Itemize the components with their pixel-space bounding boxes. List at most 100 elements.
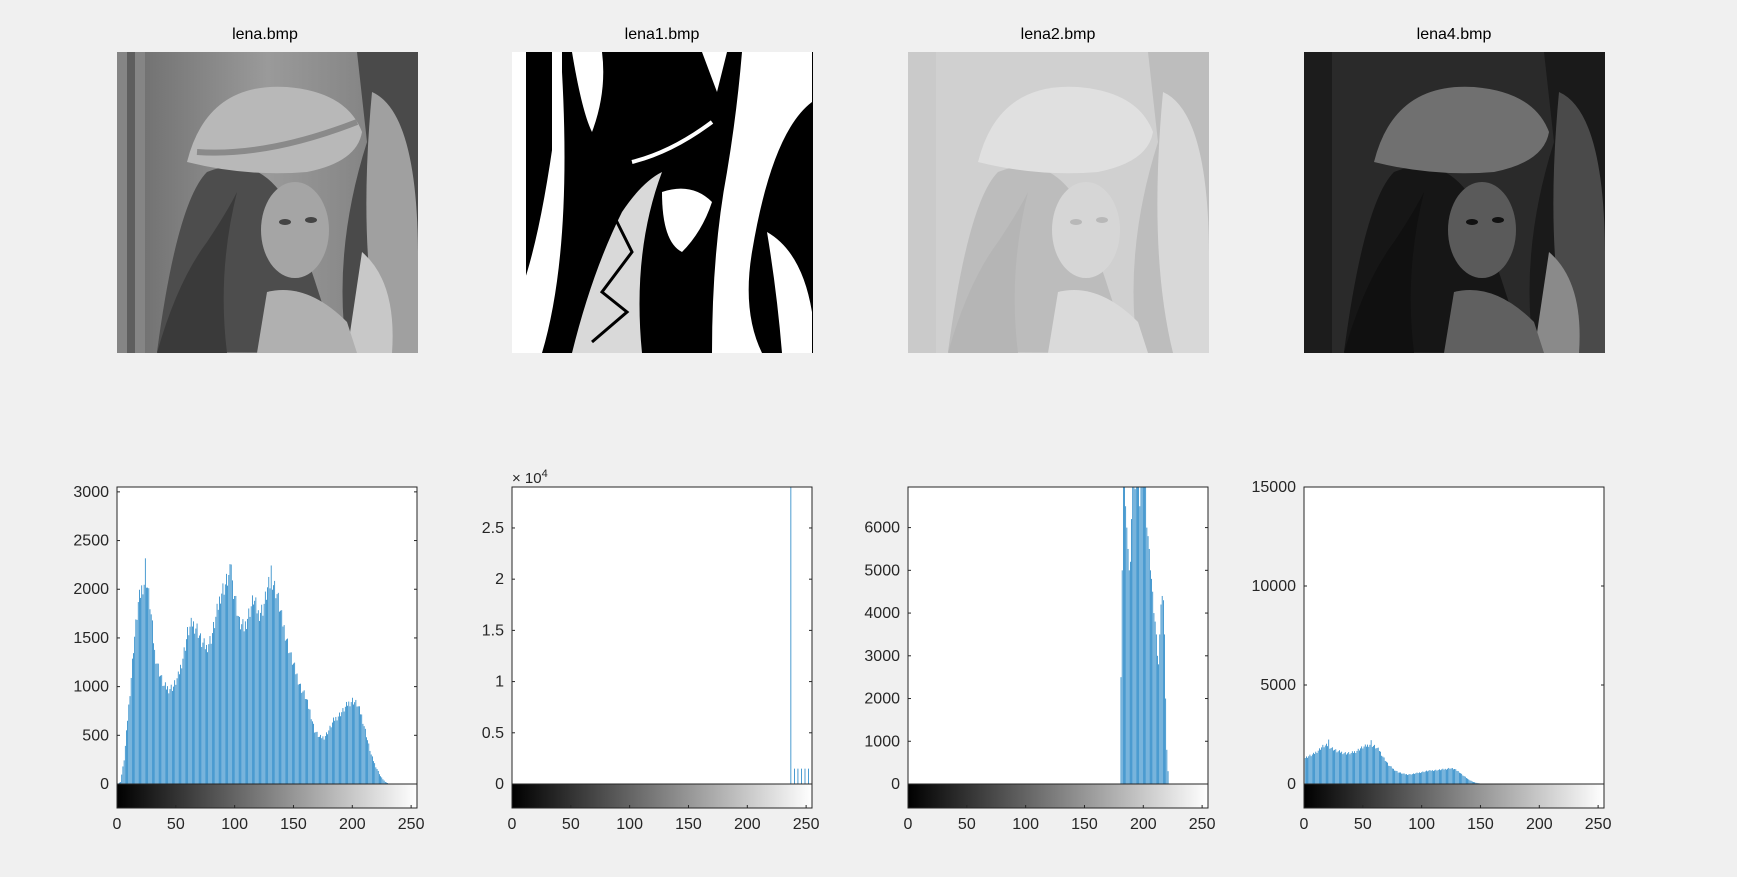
histogram-bar	[189, 626, 191, 784]
histogram-bar	[346, 701, 347, 784]
histogram-bar	[166, 689, 167, 784]
histogram-bar	[160, 675, 161, 784]
histogram-bar	[1317, 750, 1319, 784]
histogram-bar	[362, 723, 364, 784]
histogram-bar	[1386, 761, 1387, 784]
histogram-bar	[330, 727, 332, 784]
histogram-bar	[1469, 780, 1471, 784]
histogram-bar	[1127, 548, 1129, 784]
histogram-bar	[257, 610, 259, 784]
lena-binary-image	[512, 52, 813, 353]
histogram-bar	[347, 705, 348, 784]
histogram-bar	[204, 649, 206, 784]
histogram-bar	[382, 779, 384, 784]
histogram-bar	[333, 717, 334, 784]
y-tick-label: 15000	[1252, 479, 1297, 496]
x-tick-label: 0	[113, 816, 122, 833]
histogram-bar	[277, 592, 279, 784]
histogram-bar	[1126, 527, 1128, 784]
histogram-bar	[119, 782, 120, 784]
histogram-bar	[168, 693, 170, 784]
x-tick-label: 150	[675, 816, 702, 833]
histogram-bar	[1346, 754, 1347, 784]
histogram-bar	[1154, 621, 1156, 784]
histogram-bar	[1164, 634, 1165, 784]
image-title-4: lena4.bmp	[1416, 26, 1492, 43]
x-tick-label: 100	[616, 816, 643, 833]
y-tick-label: 0	[100, 776, 109, 793]
histogram-bar	[123, 760, 125, 784]
histogram-bar	[124, 745, 126, 784]
histogram-bar	[1422, 771, 1424, 784]
histogram-bar	[360, 714, 361, 784]
histogram-bar	[354, 702, 356, 784]
histogram-bar	[199, 635, 200, 784]
histogram-bar	[302, 691, 304, 784]
histogram-bar	[323, 739, 325, 784]
histogram-bar	[1384, 760, 1386, 784]
histogram-bar	[1451, 768, 1453, 784]
histogram-bar	[1426, 770, 1427, 784]
histogram-bar	[1363, 746, 1365, 784]
histogram-bar	[200, 633, 201, 784]
histogram-bar	[206, 644, 207, 784]
histogram-bar	[1148, 548, 1150, 784]
histogram-bar	[1449, 768, 1451, 784]
histogram-bar	[303, 690, 305, 784]
histogram-bar	[294, 662, 296, 784]
histogram-bar	[148, 588, 150, 784]
histogram-bar	[1367, 744, 1368, 784]
histogram-bar	[154, 649, 156, 784]
histogram-bar	[177, 671, 179, 784]
histogram-bar	[1458, 772, 1460, 784]
y-tick-label: 5000	[864, 562, 900, 579]
lena-dark-image	[1304, 52, 1605, 353]
histogram-bar	[1318, 748, 1320, 784]
histogram-bar	[306, 699, 307, 784]
histogram-bar	[284, 640, 286, 784]
histogram-bar	[1334, 749, 1335, 784]
histogram-bar	[377, 770, 379, 784]
histogram-2: 0 0.5 1 1.5 2 2.5 0 50 100 150 200 250 × 104	[482, 468, 820, 833]
histogram-bar	[266, 599, 267, 784]
histogram-bar	[169, 689, 171, 784]
y-tick-label: 4000	[864, 605, 900, 622]
histogram-bar	[1391, 768, 1393, 784]
y-tick-label: 0	[891, 776, 900, 793]
histogram-bar	[1371, 746, 1373, 784]
histogram-bar	[1414, 773, 1415, 784]
histogram-bar	[142, 594, 144, 784]
histogram-bar	[1448, 767, 1450, 784]
image-title-2: lena1.bmp	[624, 26, 700, 43]
histogram-bar	[147, 587, 148, 784]
histogram-bar	[261, 604, 263, 784]
histogram-bar	[1125, 506, 1127, 784]
y-tick-label: 2.5	[482, 520, 504, 537]
histogram-bar	[290, 652, 292, 784]
histogram-bar	[324, 736, 326, 784]
histogram-bar	[1150, 570, 1151, 784]
histogram-bar	[1158, 664, 1159, 784]
x-tick-label: 50	[562, 816, 580, 833]
histogram-bar	[1362, 748, 1364, 784]
histogram-bar	[1369, 744, 1371, 784]
histogram-bar	[254, 600, 256, 784]
histogram-bar	[1314, 753, 1315, 784]
histogram-bar	[133, 653, 134, 784]
histogram-bar	[383, 780, 385, 784]
histogram-bar	[1311, 754, 1313, 784]
histogram-bar	[246, 629, 247, 784]
histogram-bar	[1328, 739, 1330, 784]
histogram-bar	[1358, 750, 1360, 784]
y-tick-label: 0	[495, 776, 504, 793]
histogram-bar	[1427, 771, 1428, 784]
histogram-bar	[223, 594, 225, 784]
histogram-bar	[1400, 772, 1401, 784]
histogram-bar	[342, 708, 344, 784]
histogram-bar	[1131, 519, 1132, 784]
histogram-bar	[1316, 752, 1318, 784]
histogram-bar	[186, 639, 187, 784]
histogram-bar	[1167, 771, 1169, 784]
histogram-bar	[1381, 755, 1383, 784]
